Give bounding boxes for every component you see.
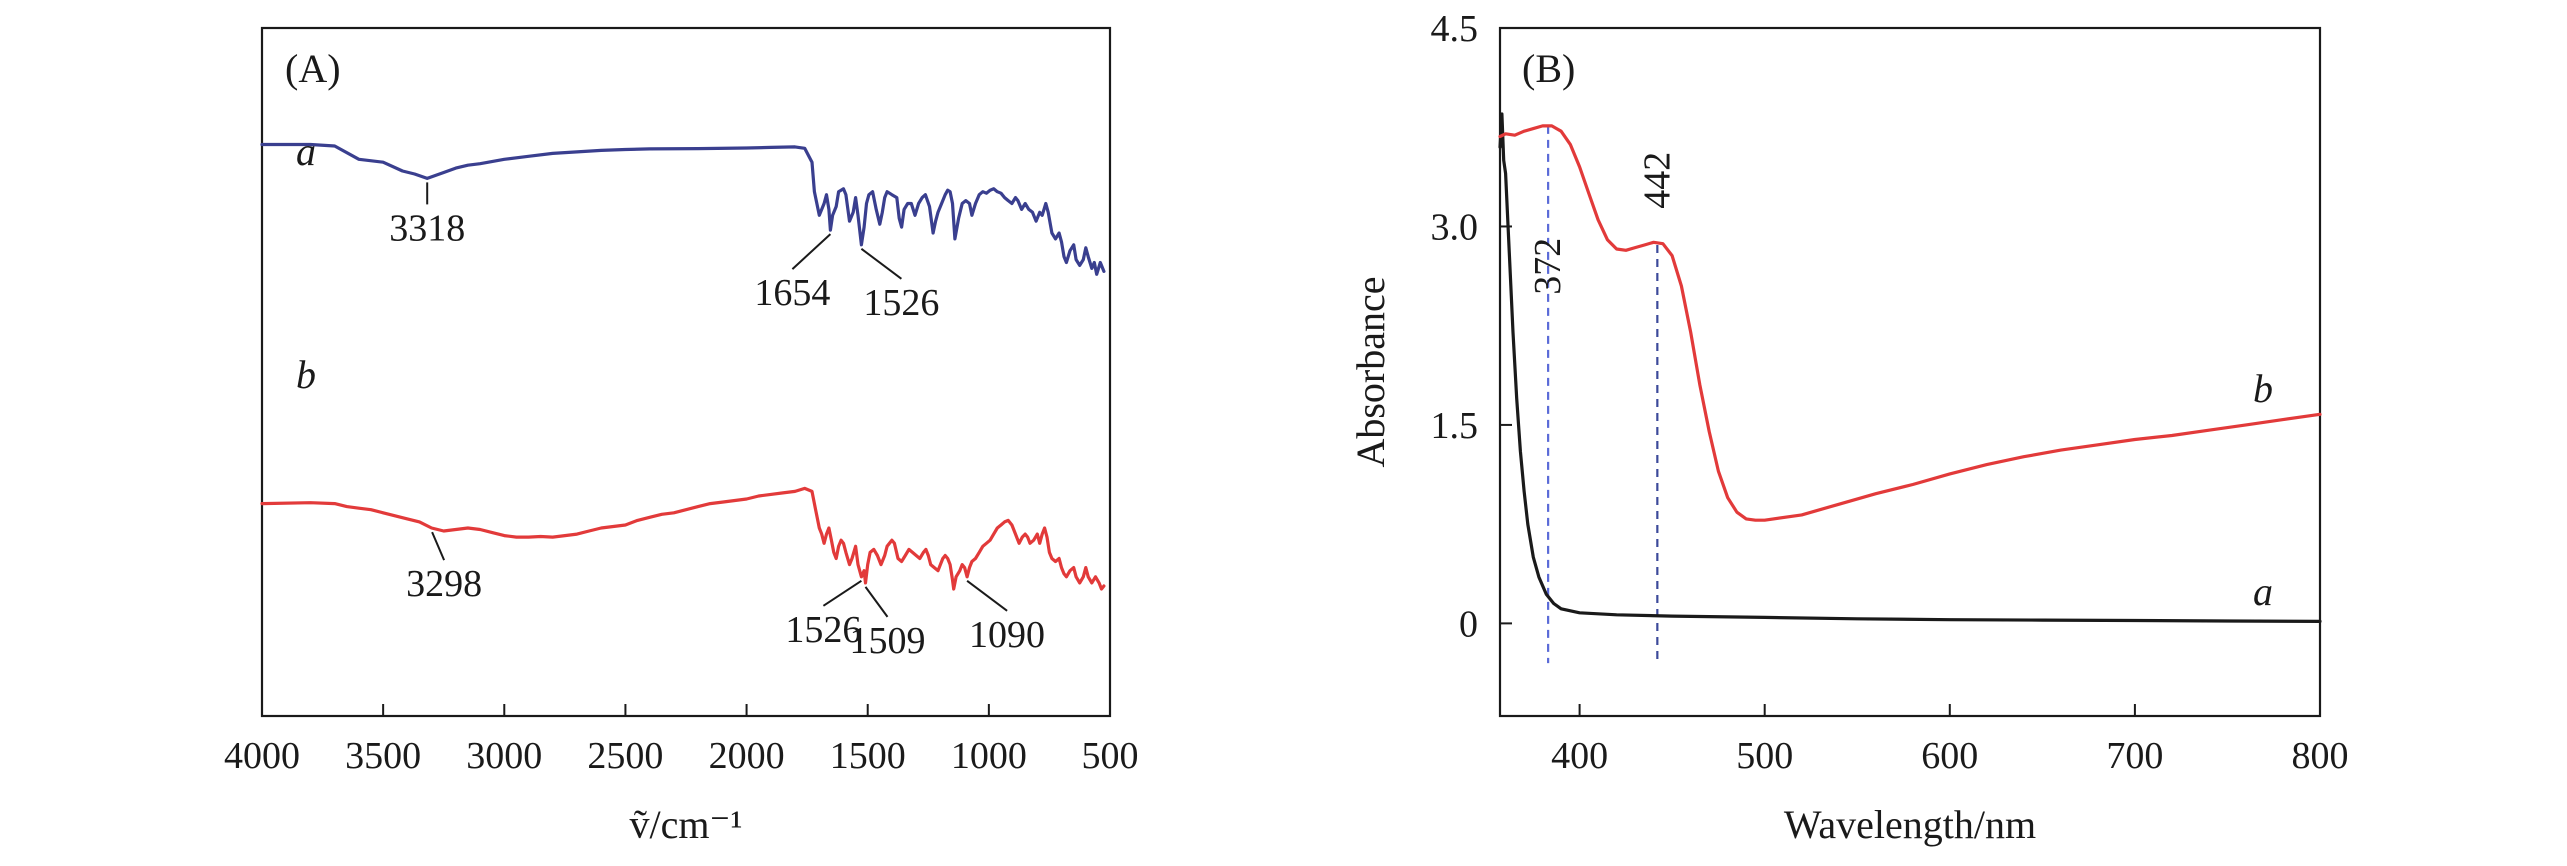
panel-a-series-label-a: a xyxy=(296,129,316,174)
panel-a-peak-leader xyxy=(864,586,889,618)
panel-a-x-tick-label: 3500 xyxy=(345,735,421,777)
panel-b-x-tick-label: 700 xyxy=(2106,735,2163,777)
panel-a-x-tick-label: 2500 xyxy=(587,735,663,777)
panel-a-label: (A) xyxy=(285,46,341,91)
panel-a-peak-leader xyxy=(966,580,1008,612)
panel-a-peak-label: 1526 xyxy=(785,609,861,651)
panel-a-x-tick-label: 1000 xyxy=(951,735,1027,777)
panel-b-ticks: 400 500 600 700 800 0 1.5 3.0 4.5 xyxy=(1431,8,2349,777)
panel-a-trace-a xyxy=(260,142,1106,276)
panel-a-plot-frame xyxy=(260,26,1112,718)
panel-b-trace-b xyxy=(1498,124,2322,522)
panel-b-x-tick-label: 600 xyxy=(1921,735,1978,777)
panel-a-x-ticks: 4000 3500 3000 2500 2000 1500 1000 500 xyxy=(224,704,1139,777)
panel-b-x-axis-title: Wavelength/nm xyxy=(1784,802,2036,847)
panel-b-x-tick-label: 400 xyxy=(1551,735,1608,777)
panel-a-peak-label: 1509 xyxy=(850,620,926,662)
panel-a-ftir: (A) 4000 3500 3000 2500 2000 1500 1000 500 3318… xyxy=(224,26,1139,847)
panel-b-plot-frame xyxy=(1498,26,2322,718)
panel-a-x-tick-label: 1500 xyxy=(830,735,906,777)
panel-b-x-tick-label: 800 xyxy=(2292,735,2349,777)
panel-b-x-tick-label: 500 xyxy=(1736,735,1793,777)
panel-b-uv-vis: (B) 400 500 600 700 800 0 1.5 3.0 4.5 372 442 b a… xyxy=(1348,8,2349,847)
panel-b-trace-a xyxy=(1498,112,2322,623)
panel-b-y-tick-label: 0 xyxy=(1459,603,1478,645)
panel-a-peak-label: 3298 xyxy=(406,563,482,605)
panel-a-peak-leader xyxy=(431,531,446,561)
panel-a-traces xyxy=(260,142,1106,591)
panel-b-label: (B) xyxy=(1522,46,1575,91)
panel-a-peak-leader xyxy=(822,579,862,607)
panel-b-y-tick-label: 4.5 xyxy=(1431,8,1479,50)
panel-a-peak-leader xyxy=(860,248,902,280)
panel-a-trace-b xyxy=(260,486,1106,591)
panel-a-x-tick-label: 3000 xyxy=(466,735,542,777)
panel-b-traces xyxy=(1498,112,2322,623)
panel-a-series-label-b: b xyxy=(296,352,316,397)
panel-b-markers: 372 442 xyxy=(1527,125,1678,664)
panel-b-marker-label-372: 372 xyxy=(1527,238,1569,295)
panel-b-y-axis-title: Absorbance xyxy=(1348,276,1393,467)
panel-a-x-tick-label: 4000 xyxy=(224,735,300,777)
panel-a-peak-leader xyxy=(791,233,832,270)
panel-b-y-tick-label: 3.0 xyxy=(1431,206,1479,248)
panel-b-marker-label-442: 442 xyxy=(1636,152,1678,209)
panel-a-peak-label: 3318 xyxy=(389,207,465,249)
panel-b-series-label-a: a xyxy=(2253,569,2273,614)
panel-a-peak-label: 1526 xyxy=(863,282,939,324)
panel-b-y-tick-label: 1.5 xyxy=(1431,405,1479,447)
panel-a-x-axis-title: ṽ/cm⁻¹ xyxy=(629,802,742,847)
panel-a-x-tick-label: 500 xyxy=(1082,735,1139,777)
panel-a-x-tick-label: 2000 xyxy=(709,735,785,777)
panel-a-peak-label: 1654 xyxy=(754,272,830,314)
panel-b-series-label-b: b xyxy=(2253,366,2273,411)
panel-a-peak-label: 1090 xyxy=(969,614,1045,656)
